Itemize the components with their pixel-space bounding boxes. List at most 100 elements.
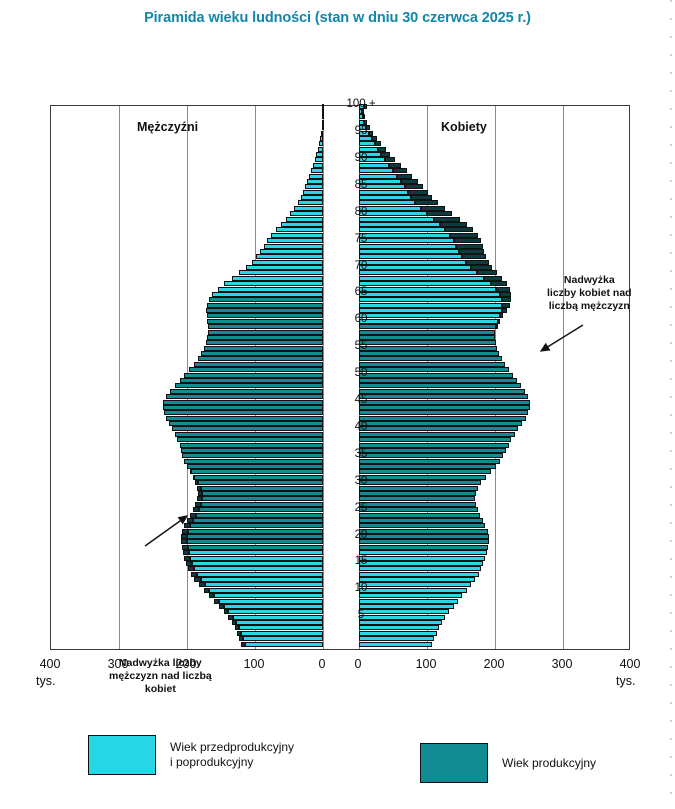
age-tick-85: 85 [354,178,368,191]
age-tick-80: 80 [354,205,368,218]
pyramid-bar [359,297,502,303]
panel-label-men: Mężczyźni [137,120,199,134]
pyramid-bar-excess [466,259,489,265]
pyramid-bar-excess [231,620,236,626]
pyramid-bar [359,587,468,593]
pyramid-bar [359,614,446,620]
edge-dot [670,504,672,506]
x-tick-left-0: 0 [318,657,326,671]
annotation-men-line2: mężczyzn nad liczbą [109,670,212,682]
pyramid-bar [198,507,323,513]
edge-dot [670,792,672,794]
pyramid-bar [359,162,389,168]
pyramid-bar [200,485,323,491]
pyramid-bar [359,399,531,405]
age-tick-5: 5 [357,609,365,622]
edge-dot [670,306,672,308]
pyramid-bar [359,577,476,583]
pyramid-bar-excess [499,313,504,319]
pyramid-bar [359,512,481,518]
pyramid-bar [359,453,504,459]
pyramid-bar [359,200,416,206]
page-edge-dots [669,0,672,809]
pyramid-bar [290,211,323,217]
pyramid-bar [209,587,323,593]
x-tick-left-300: 300 [107,657,129,671]
pyramid-bar-excess [369,130,374,136]
pyramid-bar [359,334,495,340]
pyramid-bar [359,603,454,609]
pyramid-bar [359,415,526,421]
pyramid-bar [212,291,323,297]
pyramid-bar [206,313,323,319]
pyramid-bar [170,388,323,394]
pyramid-bar-excess [499,291,512,297]
pyramid-bar [359,404,531,410]
pyramid-bar-excess [189,512,196,518]
pyramid-bar [208,324,323,330]
panel-label-women: Kobiety [441,120,487,134]
pyramid-bar [359,216,434,222]
pyramid-bar [359,388,525,394]
pyramid-bar [359,114,364,120]
pyramid-bar [187,464,323,470]
pyramid-bar [208,329,323,335]
pyramid-bar [359,394,529,400]
edge-dot [670,198,672,200]
edge-dot [670,378,672,380]
edge-dot [670,738,672,740]
edge-dot [670,630,672,632]
pyramid-bar [201,496,323,502]
pyramid-bar [194,566,323,572]
pyramid-bar [165,394,323,400]
edge-dot [670,90,672,92]
legend-label-preproductive-line1: Wiek przedprodukcyjny [170,740,295,754]
age-tick-60: 60 [354,313,368,326]
pyramid-bar [200,577,323,583]
pyramid-bar [359,636,435,642]
pyramid-bar [359,308,502,314]
pyramid-bar-excess [420,205,445,211]
pyramid-bar [201,490,323,496]
pyramid-bar [251,259,323,265]
edge-dot [670,648,672,650]
age-tick-75: 75 [354,232,368,245]
edge-dot [670,18,672,20]
pyramid-bar-excess [501,308,508,314]
edge-dot [670,612,672,614]
pyramid-bar [359,184,405,190]
pyramid-bar [190,555,323,561]
pyramid-bar [359,474,487,480]
pyramid-bar [359,221,440,227]
pyramid-bar [231,275,323,281]
pyramid-bar [359,539,489,545]
pyramid-bar [359,485,478,491]
pyramid-bar-excess [427,211,453,217]
pyramid-bar [359,281,491,287]
pyramid-bar [359,534,489,540]
pyramid-bar-excess [415,200,438,206]
annotation-women-line2: liczby kobiet nad [547,287,632,299]
pyramid-bar [359,302,503,308]
pyramid-bar [359,152,382,158]
pyramid-bar-excess [195,480,198,486]
pyramid-bar [359,566,482,572]
pyramid-bar [359,238,454,244]
unit-label-right: tys. [616,674,636,688]
pyramid-bar-excess [191,571,198,577]
pyramid-bar [359,609,450,615]
pyramid-bar-excess [378,146,386,152]
pyramid-bar [359,625,440,631]
pyramid-bar-excess [371,135,377,141]
pyramid-bar-excess [497,318,500,324]
pyramid-bar [359,464,496,470]
pyramid-bar [214,593,323,599]
pyramid-bar [359,119,365,125]
pyramid-bar [359,356,502,362]
age-tick-15: 15 [354,555,368,568]
pyramid-bar [319,135,323,141]
pyramid-bar [359,555,486,561]
age-tick-25: 25 [354,501,368,514]
pyramid-bar [195,512,323,518]
x-tick-left-200: 200 [175,657,197,671]
